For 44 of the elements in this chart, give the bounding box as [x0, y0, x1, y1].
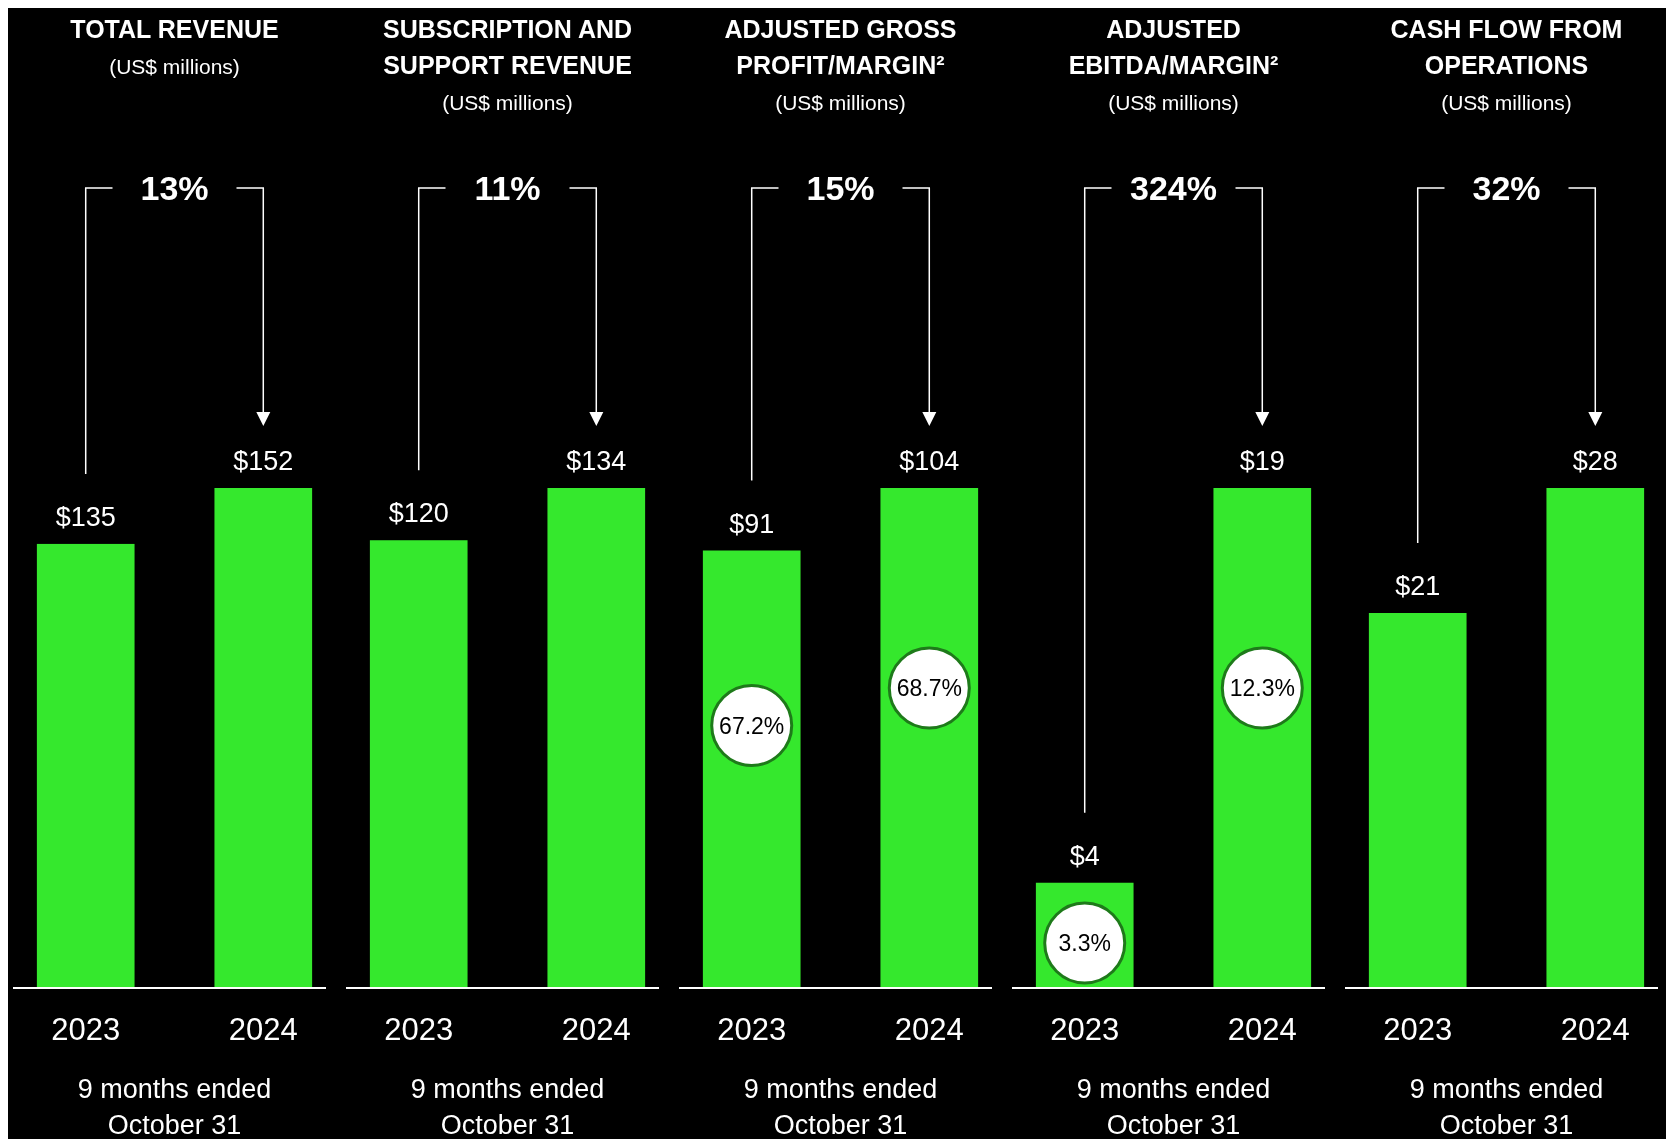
chart-subtitle: (US$ millions)	[442, 91, 573, 114]
data-label: $152	[233, 446, 294, 476]
annotation: 12.3%	[1229, 675, 1295, 701]
x-tick-label: 2024	[1560, 1012, 1630, 1047]
chart-subtitle: (US$ millions)	[1108, 91, 1239, 114]
data-label: $91	[729, 508, 775, 539]
data-label: $135	[55, 501, 116, 532]
x-tick-label: 2023	[384, 1012, 454, 1047]
text: 32%	[1472, 169, 1541, 207]
data-label: $134	[566, 446, 627, 476]
chart-title: SUBSCRIPTION AND SUPPORT REVENUE	[382, 15, 633, 79]
chart-title: ADJUSTED GROSS PROFIT/MARGIN²	[724, 15, 957, 79]
chart-title: ADJUSTED EBITDA/MARGIN²	[1068, 15, 1279, 79]
x-tick-label: 2023	[1383, 1012, 1453, 1047]
data-label: $104	[899, 446, 960, 476]
x-tick-label: 2024	[894, 1012, 964, 1047]
x-axis-title: 9 months ended October 31	[1076, 1074, 1271, 1139]
x-axis-title: 9 months ended October 31	[1409, 1074, 1604, 1139]
text: 15%	[806, 169, 875, 207]
annotation: 3.3%	[1058, 930, 1111, 956]
x-axis-title: 9 months ended October 31	[410, 1074, 605, 1139]
text: 13%	[140, 169, 209, 207]
chart-subtitle: (US$ millions)	[109, 55, 240, 78]
chart-title: CASH FLOW FROM OPERATIONS	[1390, 15, 1623, 79]
data-label: $28	[1572, 446, 1618, 476]
chart-subtitle: (US$ millions)	[775, 91, 906, 114]
x-tick-label: 2024	[561, 1012, 631, 1047]
x-axis-title: 9 months ended October 31	[77, 1074, 272, 1139]
x-tick-label: 2023	[717, 1012, 787, 1047]
chart-title: TOTAL REVENUE	[70, 15, 279, 43]
annotation: 68.7%	[896, 675, 962, 701]
data-label: $120	[388, 498, 449, 529]
chart-subtitle: (US$ millions)	[1441, 91, 1572, 114]
x-axis-title: 9 months ended October 31	[743, 1074, 938, 1139]
data-label: $4	[1069, 840, 1100, 871]
annotation: 67.2%	[719, 712, 785, 739]
x-tick-label: 2024	[228, 1012, 298, 1047]
data-label: $19	[1239, 446, 1285, 476]
x-tick-label: 2023	[1050, 1012, 1120, 1047]
x-tick-label: 2024	[1227, 1012, 1297, 1047]
text: 324%	[1130, 169, 1217, 207]
data-label: $21	[1395, 571, 1441, 601]
x-tick-label: 2023	[51, 1012, 121, 1047]
text: 11%	[474, 169, 541, 207]
